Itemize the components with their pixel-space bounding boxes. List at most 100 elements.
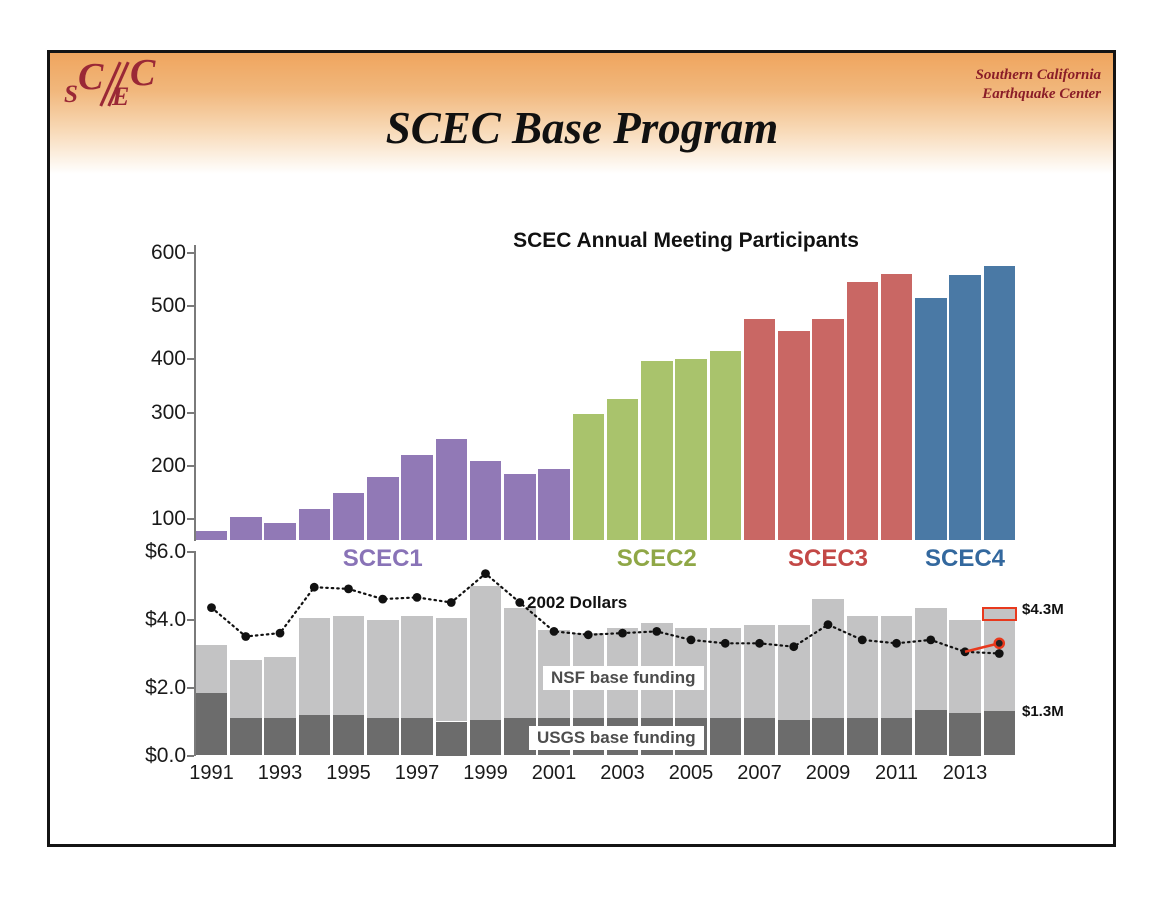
usgs-funding-label: USGS base funding [529,726,704,750]
funding-x-tick-label: 1995 [326,762,371,784]
funding-x-tick-label: 2007 [737,762,782,784]
participants-bar-2008 [778,331,810,541]
participants-y-tick [187,464,194,467]
nsf-funding-label: NSF base funding [543,666,704,690]
funding-y-tick-label: $6.0 [145,539,186,563]
org-name: Southern California Earthquake Center [820,66,1101,104]
participants-y-tick [187,411,194,414]
participants-y-tick-label: 100 [150,507,186,531]
usgs-bar-1993 [264,718,296,756]
nsf-bar-2009 [812,599,844,719]
participants-bar-2002 [572,414,604,541]
participants-bar-2001 [538,468,570,541]
participants-bar-1996 [367,476,399,541]
funding-y-tick [187,550,194,553]
nsf-bar-2013 [949,619,981,713]
funding-y-tick-label: $4.0 [145,607,186,631]
funding-y-tick-label: $2.0 [145,675,186,699]
org-line-2: Earthquake Center [982,86,1101,102]
nsf-bar-1994 [298,617,330,715]
nsf-bar-2008 [778,624,810,720]
logo-letter: C [130,52,156,94]
nsf-bar-2007 [743,624,776,719]
participants-y-tick-label: 200 [150,453,186,477]
annotation-4-3m: $4.3M [1022,601,1064,618]
participants-bar-2010 [846,282,878,541]
funding-x-tick-label: 1997 [394,762,440,784]
usgs-bar-2014 [983,711,1015,756]
usgs-bar-1996 [367,718,399,756]
line-series-label: 2002 Dollars [527,593,628,612]
funding-x-tick-label: 1991 [189,762,234,784]
participants-bar-1992 [230,516,262,541]
usgs-bar-2008 [778,719,810,756]
logo-letter: S [64,81,78,108]
participants-bar-2009 [812,319,844,541]
nsf-bar-2000 [504,607,536,719]
nsf-bar-2006 [709,628,741,719]
participants-y-tick [187,358,194,361]
funding-x-tick-label: 2009 [805,762,851,784]
funding-x-tick-label: 1999 [463,762,508,784]
funding-y-axis [193,551,196,756]
participants-bar-2007 [743,319,776,541]
funding-y-tick-label: $0.0 [145,743,186,767]
usgs-bar-1999 [469,719,502,756]
participants-y-tick [187,251,194,254]
usgs-bar-2013 [949,713,981,756]
page-title: SCEC Base Program [385,103,779,153]
participants-bar-2011 [880,274,913,541]
participants-bar-2013 [949,275,981,541]
usgs-bar-1998 [435,721,467,756]
header-gradient [50,53,1113,179]
participants-bar-1997 [401,455,433,541]
phase-label-scec1: SCEC1 [342,545,423,572]
participants-bar-1994 [298,508,330,541]
nsf-bar-1992 [230,660,262,719]
org-line-1: Southern California [975,67,1101,83]
nsf-bar-2012 [915,607,947,710]
usgs-bar-1995 [332,714,365,756]
participants-y-tick [187,305,194,308]
nsf-bar-1995 [332,616,365,715]
phase-label-scec4: SCEC4 [924,545,1006,572]
funding-y-tick [187,754,194,757]
participants-bar-2003 [606,399,639,541]
participants-chart-title: SCEC Annual Meeting Participants [513,229,859,252]
usgs-bar-2010 [846,718,878,756]
participants-bar-2014 [983,266,1015,541]
participants-bar-2005 [675,359,707,541]
scec-logo: S C E C [64,52,184,120]
nsf-bar-2010 [846,616,878,719]
usgs-bar-2012 [915,709,947,756]
participants-y-tick [187,518,194,521]
participants-bar-1993 [264,522,296,541]
usgs-bar-2006 [709,718,741,756]
nsf-bar-2011 [880,616,913,719]
phase-label-scec3: SCEC3 [787,545,869,572]
funding-x-tick-label: 2001 [531,762,577,784]
usgs-bar-2009 [812,718,844,756]
usgs-bar-2011 [880,718,913,756]
funding-x-tick-label: 2005 [668,762,714,784]
logo-letter: E [112,82,130,111]
participants-y-tick-label: 500 [150,294,186,318]
usgs-bar-1992 [230,718,262,756]
participants-y-tick-label: 300 [150,400,186,424]
funding-y-tick [187,618,194,621]
funding-x-tick-label: 2003 [600,762,645,784]
participants-bar-1998 [435,439,467,541]
participants-bar-1999 [469,460,502,541]
nsf-bar-1993 [264,656,296,719]
funding-x-tick-label: 2011 [874,762,918,784]
participants-y-tick-label: 400 [150,347,186,371]
nsf-bar-1999 [469,585,502,720]
nsf-bar-1996 [367,619,399,719]
usgs-bar-2007 [743,718,776,756]
phase-label-scec2: SCEC2 [616,545,697,572]
participants-bar-2000 [504,473,536,541]
nsf-bar-1997 [401,616,433,719]
nsf-bar-2014 [983,619,1015,712]
participants-bar-2012 [915,297,947,541]
